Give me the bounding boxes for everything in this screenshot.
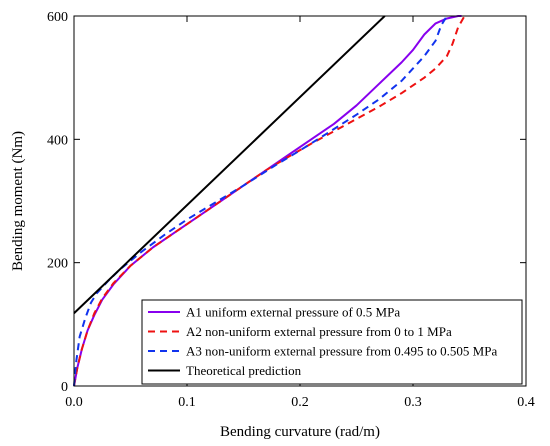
legend-box xyxy=(141,299,523,385)
series-lines xyxy=(73,15,468,387)
y-tick-label: 600 xyxy=(47,10,68,25)
axis-ticks: 0.0 0.1 0.2 0.3 0.4 0 200 400 600 xyxy=(47,10,535,410)
legend: A1 uniform external pressure of 0.5 MPa A… xyxy=(141,299,523,385)
x-axis-label: Bending curvature (rad/m) xyxy=(220,424,380,440)
y-tick-label: 0 xyxy=(61,380,68,395)
y-axis-label: Bending moment (Nm) xyxy=(10,131,26,271)
legend-label: A2 non-uniform external pressure from 0 … xyxy=(186,324,452,339)
x-tick-label: 0.0 xyxy=(65,395,83,410)
legend-label: Theoretical prediction xyxy=(186,363,302,378)
x-tick-label: 0.4 xyxy=(517,395,535,410)
x-tick-label: 0.2 xyxy=(291,395,309,410)
y-tick-label: 400 xyxy=(47,133,68,148)
y-tick-label: 200 xyxy=(47,257,68,272)
x-tick-label: 0.3 xyxy=(404,395,422,410)
x-tick-label: 0.1 xyxy=(178,395,196,410)
legend-label: A3 non-uniform external pressure from 0.… xyxy=(186,344,497,359)
series-line-4 xyxy=(73,15,386,314)
legend-label: A1 uniform external pressure of 0.5 MPa xyxy=(186,305,400,320)
